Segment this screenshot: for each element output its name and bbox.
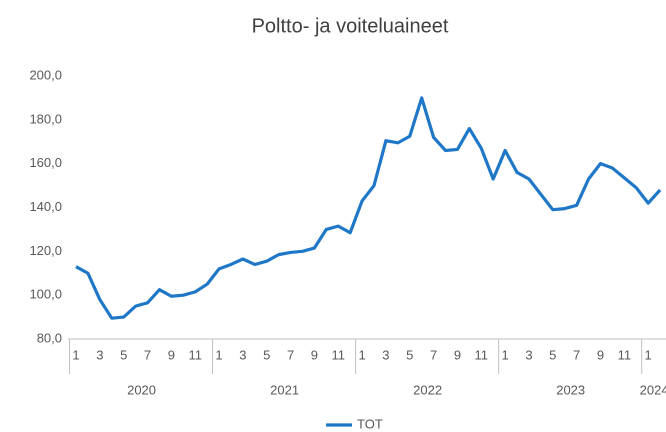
- x-tick-label: 5: [406, 347, 413, 362]
- x-tick-label: 5: [549, 347, 556, 362]
- y-tick-label: 80,0: [37, 330, 62, 345]
- x-tick-label: 1: [358, 347, 365, 362]
- year-label: 2023: [556, 382, 585, 397]
- y-tick-label: 120,0: [29, 243, 62, 258]
- x-tick-label: 11: [188, 347, 202, 362]
- x-tick-label: 1: [645, 347, 652, 362]
- x-tick-label: 9: [311, 347, 318, 362]
- x-tick-label: 1: [72, 347, 79, 362]
- x-tick-label: 11: [475, 347, 489, 362]
- x-tick-label: 7: [430, 347, 437, 362]
- data-line: [75, 96, 662, 320]
- x-tick-label: 9: [597, 347, 604, 362]
- year-label: 2021: [270, 382, 299, 397]
- x-tick-label: 3: [96, 347, 103, 362]
- x-tick-label: 3: [525, 347, 532, 362]
- x-tick-label: 11: [331, 347, 345, 362]
- y-tick-label: 180,0: [29, 111, 62, 126]
- x-tick-label: 9: [168, 347, 175, 362]
- x-tick-label: 5: [120, 347, 127, 362]
- year-label: 2022: [413, 382, 442, 397]
- x-tick-label: 3: [382, 347, 389, 362]
- legend-label: TOT: [357, 416, 383, 431]
- x-tick-label: 11: [618, 347, 632, 362]
- y-tick-label: 140,0: [29, 199, 62, 214]
- chart-title: Poltto- ja voiteluaineet: [252, 15, 449, 37]
- y-tick-label: 160,0: [29, 155, 62, 170]
- x-tick-label: 1: [502, 347, 509, 362]
- year-label: 2024: [640, 382, 666, 397]
- year-label: 2020: [127, 382, 156, 397]
- x-tick-label: 5: [263, 347, 270, 362]
- x-tick-label: 7: [144, 347, 151, 362]
- x-tick-label: 9: [454, 347, 461, 362]
- y-tick-label: 100,0: [29, 287, 62, 302]
- y-tick-label: 200,0: [29, 67, 62, 82]
- x-tick-label: 1: [215, 347, 222, 362]
- x-tick-label: 7: [287, 347, 294, 362]
- x-tick-label: 7: [573, 347, 580, 362]
- x-tick-label: 3: [239, 347, 246, 362]
